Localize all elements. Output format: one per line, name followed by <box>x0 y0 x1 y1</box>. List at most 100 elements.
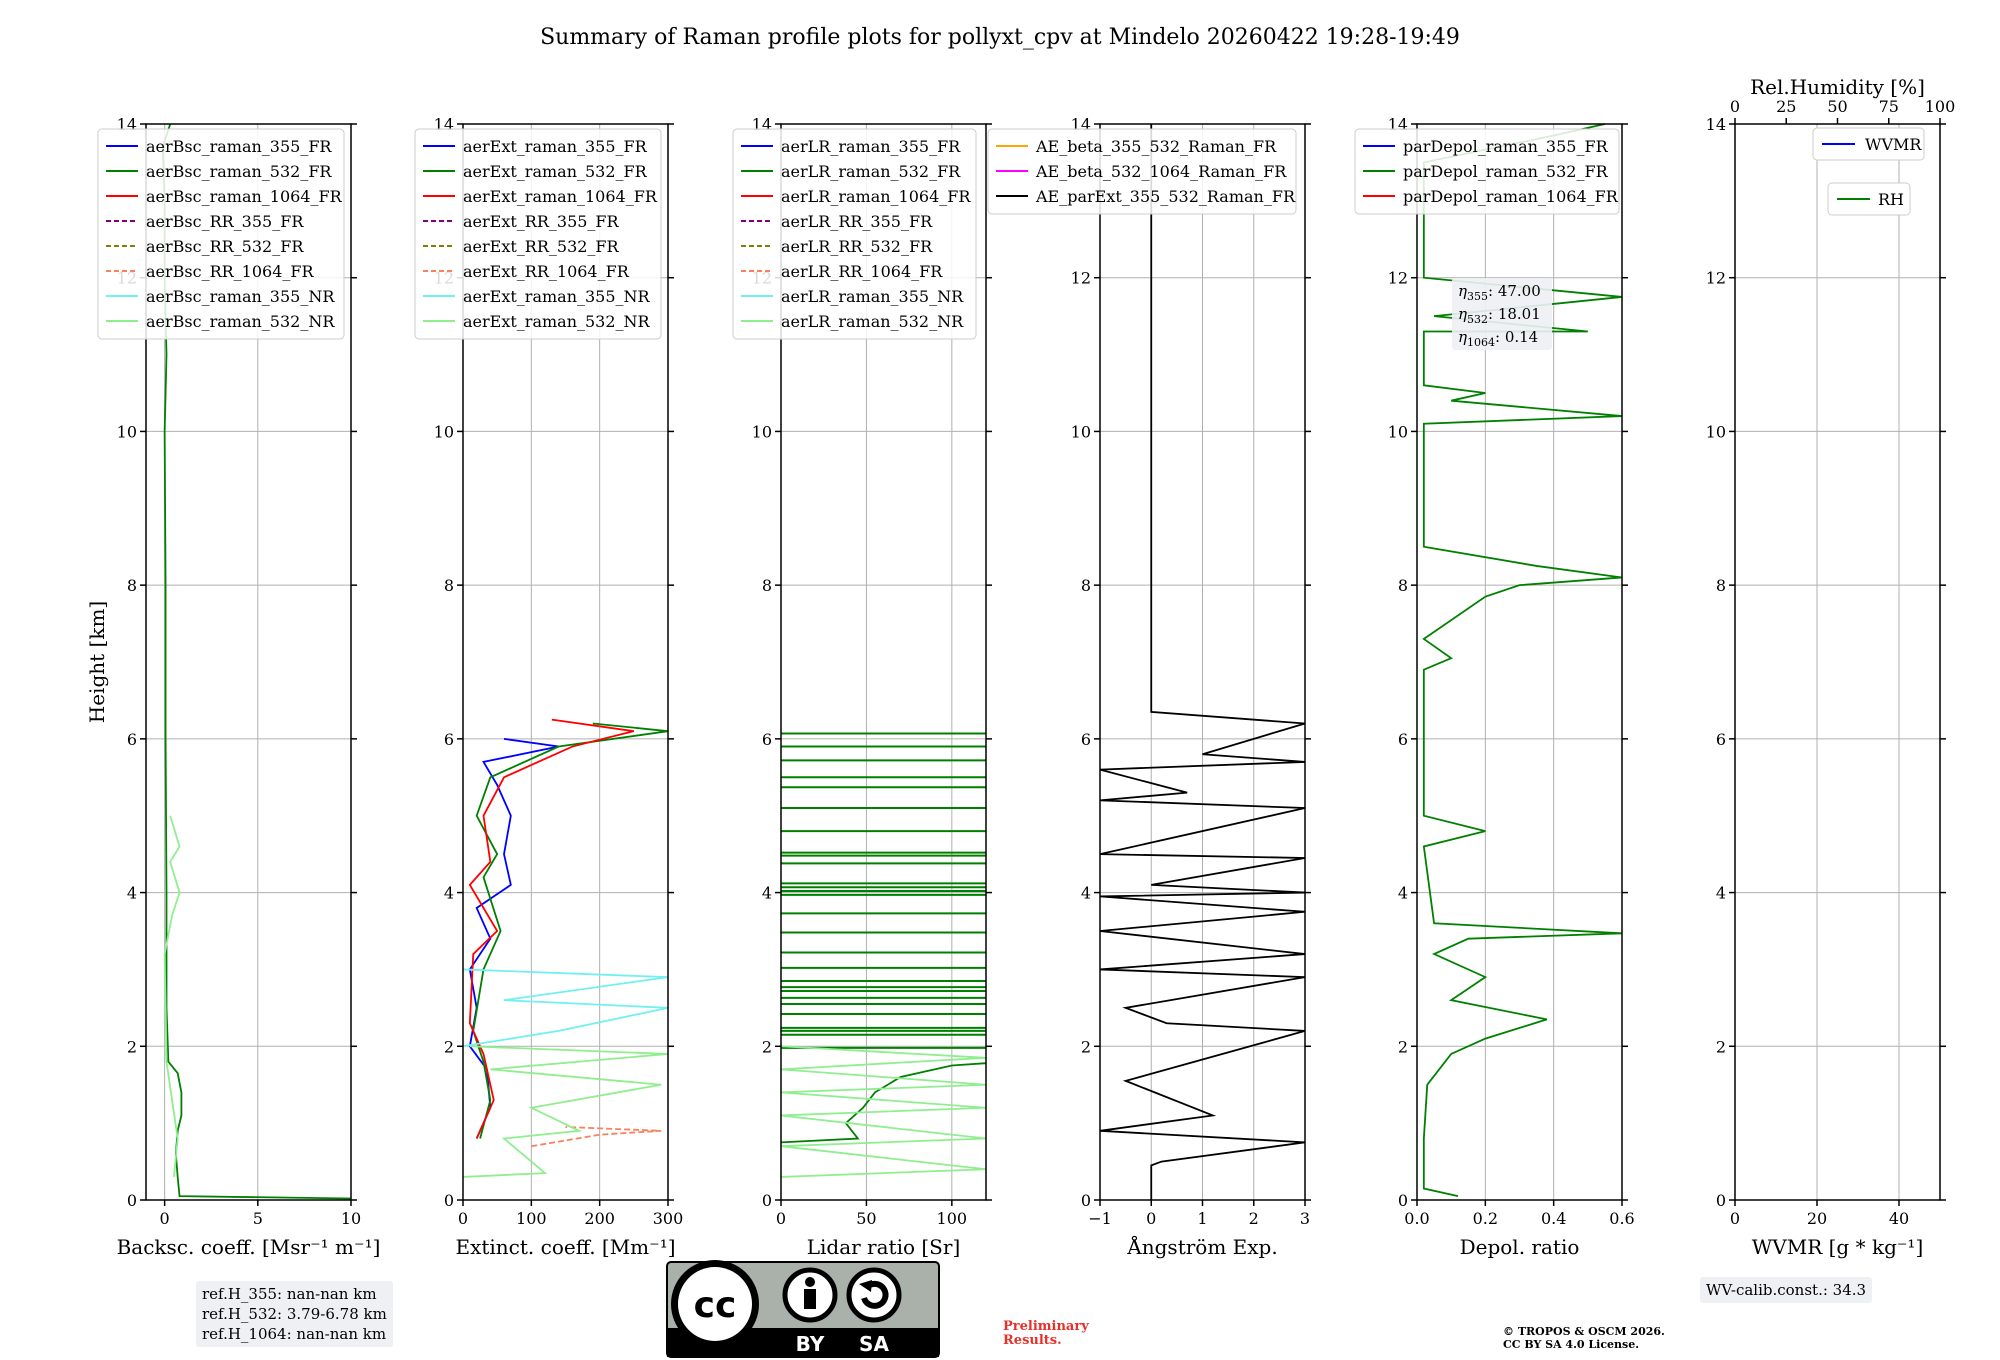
legend-entry: parDepol_raman_355_FR <box>1403 137 1609 156</box>
y-tick-label: 0 <box>127 1191 137 1210</box>
eta-subscript: 355 <box>1467 290 1488 303</box>
axes-frame <box>462 123 669 1201</box>
legend-entry: RH <box>1878 190 1904 209</box>
cc-sa-text: SA <box>859 1332 889 1356</box>
x-axis-label: Backsc. coeff. [Msr⁻¹ m⁻¹] <box>117 1235 381 1259</box>
series-aerBsc_raman_532_NR <box>163 815 181 1178</box>
series-aerLR_raman_532_FR <box>780 1062 987 1144</box>
eta-entry: η1064: 0.14 <box>1458 328 1538 349</box>
legend-entry: aerBsc_raman_355_NR <box>146 287 335 306</box>
series-aerExt_raman_355_FR <box>468 737 559 1139</box>
panel-bsc: 024681012140510Backsc. coeff. [Msr⁻¹ m⁻¹… <box>85 115 380 1259</box>
legend-rh: RH <box>1827 182 1911 216</box>
y-tick-label: 0 <box>1716 1191 1726 1210</box>
preliminary-line-2: Results. <box>1003 1333 1062 1348</box>
y-tick-label: 4 <box>444 884 454 903</box>
legend-entry: aerBsc_RR_1064_FR <box>146 262 315 281</box>
legend-frame <box>414 128 662 340</box>
x-tick-label: 100 <box>937 1209 968 1228</box>
series-aerExt_raman_355_NR <box>462 968 669 1048</box>
legend-entry: WVMR <box>1865 135 1922 154</box>
y-tick-label: 8 <box>762 576 772 595</box>
top-x-tick-label: 100 <box>1925 97 1956 116</box>
y-tick-label: 4 <box>127 884 137 903</box>
legend-entry: aerExt_raman_532_FR <box>463 162 648 181</box>
legend-wvmr: WVMR <box>1812 127 1925 161</box>
y-tick-label: 12 <box>1388 269 1408 288</box>
legend-entry: aerLR_raman_355_FR <box>781 137 961 156</box>
axes-frame <box>780 123 987 1201</box>
eta-subscript: 532 <box>1467 313 1488 326</box>
cc-logo-text: cc <box>694 1285 737 1326</box>
eta-entry: η355: 47.00 <box>1458 282 1541 303</box>
series-aerExt_raman_532_FR <box>472 722 669 1139</box>
y-tick-label: 8 <box>127 576 137 595</box>
x-tick-label: 10 <box>341 1209 361 1228</box>
x-tick-label: 5 <box>253 1209 263 1228</box>
series-aerExt_raman_1064_FR <box>468 718 635 1139</box>
ref-h-1064: ref.H_1064: nan-nan km <box>202 1325 387 1343</box>
x-axis-label: Ångström Exp. <box>1126 1234 1277 1259</box>
legend-entry: aerLR_RR_355_FR <box>781 212 933 231</box>
x-tick-label: 0 <box>1146 1209 1156 1228</box>
legend: parDepol_raman_355_FR parDepol_raman_532_… <box>1354 128 1620 215</box>
legend-entry: aerBsc_raman_355_FR <box>146 137 332 156</box>
legend-entry: aerBsc_raman_532_FR <box>146 162 332 181</box>
legend: aerExt_raman_355_FR aerExt_raman_532_FRae… <box>414 128 662 340</box>
legend-entry: aerExt_raman_355_FR <box>463 137 648 156</box>
legend: aerLR_raman_355_FR aerLR_raman_532_FR aerL… <box>732 128 977 340</box>
ref-h-532: ref.H_532: 3.79-6.78 km <box>202 1305 387 1323</box>
eta-value: : 18.01 <box>1488 305 1541 323</box>
series-aerExt_raman_532_NR <box>462 1045 669 1178</box>
figure-title: Summary of Raman profile plots for polly… <box>540 25 1460 50</box>
legend-entry: AE_parExt_355_532_Raman_FR <box>1035 187 1296 206</box>
legend-entry: AE_beta_355_532_Raman_FR <box>1035 137 1277 156</box>
x-tick-label: 0.0 <box>1404 1209 1429 1228</box>
legend-frame <box>1812 127 1925 161</box>
y-tick-label: 8 <box>1081 576 1091 595</box>
legend-frame <box>732 128 977 340</box>
y-tick-label: 0 <box>444 1191 454 1210</box>
y-tick-label: 10 <box>752 422 772 441</box>
eta-subscript: 1064 <box>1467 336 1495 349</box>
x-tick-label: 20 <box>1807 1209 1827 1228</box>
y-tick-label: 10 <box>434 422 454 441</box>
eta-symbol: η <box>1458 328 1467 346</box>
y-tick-label: 2 <box>1398 1037 1408 1056</box>
legend-entry: aerLR_raman_532_NR <box>781 312 964 331</box>
wv-calibration-box: WV-calib.const.: 34.3 <box>1700 1277 1873 1303</box>
y-tick-label: 12 <box>1706 269 1726 288</box>
legend-entry: parDepol_raman_1064_FR <box>1403 187 1619 206</box>
top-x-tick-label: 0 <box>1730 97 1740 116</box>
y-tick-label: 4 <box>1398 884 1408 903</box>
x-axis-label: Depol. ratio <box>1460 1235 1580 1259</box>
y-tick-label: 6 <box>127 730 137 749</box>
x-axis-label: Lidar ratio [Sr] <box>807 1235 961 1259</box>
eta-value: : 47.00 <box>1488 282 1541 300</box>
x-tick-label: 0.4 <box>1541 1209 1566 1228</box>
x-tick-label: 300 <box>653 1209 684 1228</box>
y-tick-label: 2 <box>127 1037 137 1056</box>
x-tick-label: 0.6 <box>1609 1209 1634 1228</box>
y-tick-label: 2 <box>1716 1037 1726 1056</box>
x-tick-label: 0 <box>160 1209 170 1228</box>
cc-by-text: BY <box>796 1332 825 1356</box>
x-tick-label: 0 <box>458 1209 468 1228</box>
y-tick-label: 10 <box>117 422 137 441</box>
legend-entry: aerBsc_RR_532_FR <box>146 237 304 256</box>
y-tick-label: 6 <box>762 730 772 749</box>
legend-entry: aerLR_RR_532_FR <box>781 237 933 256</box>
x-tick-label: −1 <box>1088 1209 1112 1228</box>
axes-frame <box>145 123 352 1201</box>
legend-entry: aerLR_raman_532_FR <box>781 162 961 181</box>
panel-lr: 02468101214050100Lidar ratio [Sr]aerLR_r… <box>732 115 992 1259</box>
eta-value: : 0.14 <box>1495 328 1538 346</box>
legend: AE_beta_355_532_Raman_FR AE_beta_532_1064… <box>987 128 1297 215</box>
preliminary-line-1: Preliminary <box>1003 1319 1089 1334</box>
legend-frame <box>1354 128 1620 215</box>
y-tick-label: 6 <box>1081 730 1091 749</box>
x-tick-label: 40 <box>1889 1209 1909 1228</box>
x-tick-label: 200 <box>584 1209 615 1228</box>
